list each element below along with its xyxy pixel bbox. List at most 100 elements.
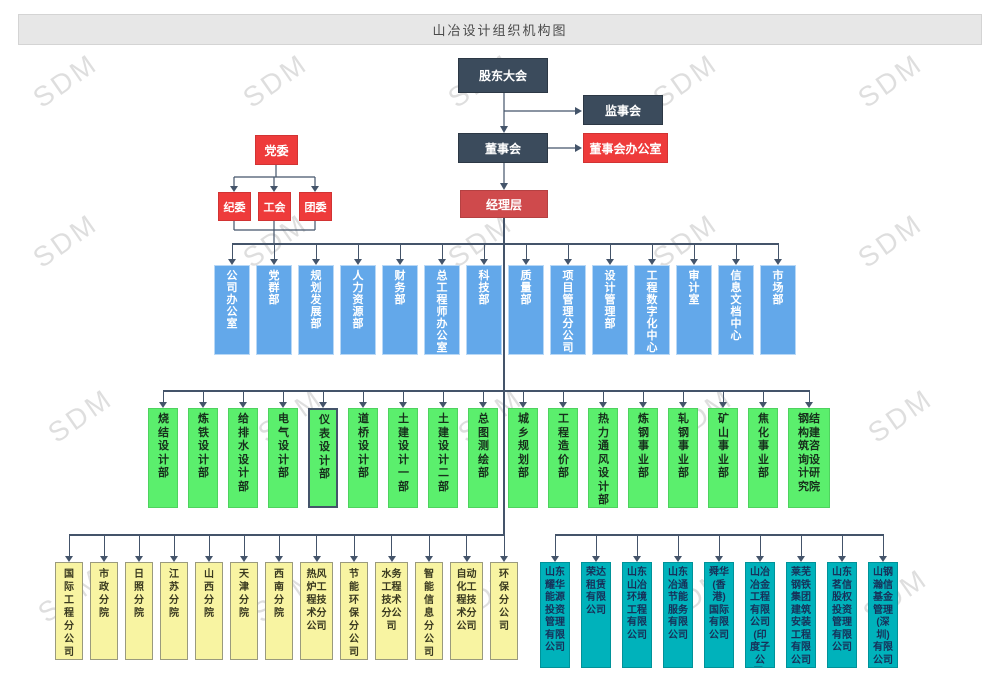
node-design-department[interactable]: 道桥设计部 bbox=[348, 408, 378, 508]
node-label: 经理层 bbox=[485, 197, 522, 212]
watermark: SDM bbox=[27, 47, 104, 114]
node-branch-company[interactable]: 环保分公司 bbox=[490, 562, 518, 660]
node-youth-league[interactable]: 团委 bbox=[299, 192, 332, 221]
node-functional-department[interactable]: 党群部 bbox=[256, 265, 292, 355]
connector-arrow bbox=[674, 556, 682, 562]
distribution-line bbox=[232, 243, 778, 245]
node-functional-department[interactable]: 规划发展部 bbox=[298, 265, 334, 355]
node-functional-department[interactable]: 质量部 bbox=[508, 265, 544, 355]
node-design-department[interactable]: 炼铁设计部 bbox=[188, 408, 218, 508]
node-subsidiary-company[interactable]: 山钢瀚信基金管理(深圳)有限公司 bbox=[868, 562, 898, 668]
connector-arrow bbox=[270, 259, 278, 265]
connector-arrow bbox=[732, 259, 740, 265]
node-design-department[interactable]: 矿山事业部 bbox=[708, 408, 738, 508]
node-design-department[interactable]: 工程造价部 bbox=[548, 408, 578, 508]
connector-arrow bbox=[838, 556, 846, 562]
node-discipline-committee[interactable]: 纪委 bbox=[218, 192, 251, 221]
node-design-department[interactable]: 热力通风设计部 bbox=[588, 408, 618, 508]
node-design-department[interactable]: 钢结构建筑咨询设计研究院 bbox=[788, 408, 830, 508]
node-functional-department[interactable]: 工程数字化中心 bbox=[634, 265, 670, 355]
connector-arrow bbox=[564, 259, 572, 265]
node-design-department[interactable]: 土建设计一部 bbox=[388, 408, 418, 508]
node-design-department[interactable]: 仪表设计部 bbox=[308, 408, 338, 508]
node-branch-company[interactable]: 水务工程技术分公司 bbox=[375, 562, 408, 660]
connector-stub bbox=[522, 390, 524, 403]
connector-arrow bbox=[350, 556, 358, 562]
connector-stub bbox=[231, 243, 233, 260]
node-functional-department[interactable]: 人力资源部 bbox=[340, 265, 376, 355]
node-labor-union[interactable]: 工会 bbox=[258, 192, 291, 221]
connector-arrow bbox=[756, 556, 764, 562]
connector-stub bbox=[402, 390, 404, 403]
node-functional-department[interactable]: 财务部 bbox=[382, 265, 418, 355]
connector-arrow bbox=[439, 402, 447, 408]
node-design-department[interactable]: 电气设计部 bbox=[268, 408, 298, 508]
connector-stub bbox=[399, 243, 401, 260]
watermark: SDM bbox=[237, 47, 314, 114]
connector-stub bbox=[68, 534, 70, 557]
node-board-office[interactable]: 董事会办公室 bbox=[583, 133, 668, 163]
connector-stub bbox=[682, 390, 684, 403]
node-management-level[interactable]: 经理层 bbox=[460, 190, 548, 218]
node-branch-company[interactable]: 节能环保分公司 bbox=[340, 562, 368, 660]
node-design-department[interactable]: 炼钢事业部 bbox=[628, 408, 658, 508]
node-functional-department[interactable]: 公司办公室 bbox=[214, 265, 250, 355]
node-functional-department[interactable]: 市场部 bbox=[760, 265, 796, 355]
connector-stub bbox=[208, 534, 210, 557]
node-label: 股东大会 bbox=[478, 69, 527, 83]
node-design-department[interactable]: 轧钢事业部 bbox=[668, 408, 698, 508]
connector-arrow bbox=[425, 556, 433, 562]
main-feed-line bbox=[503, 218, 505, 534]
node-functional-department[interactable]: 项目管理分公司 bbox=[550, 265, 586, 355]
node-subsidiary-company[interactable]: 山东茗信股权投资管理有限公司 bbox=[827, 562, 857, 668]
connector-stub bbox=[442, 390, 444, 403]
node-branch-company[interactable]: 自动化工程技术分公司 bbox=[450, 562, 483, 660]
connector-arrow bbox=[500, 556, 508, 562]
node-subsidiary-company[interactable]: 荣达租赁有限公司 bbox=[581, 562, 611, 668]
node-supervisory-board[interactable]: 监事会 bbox=[583, 95, 663, 125]
node-functional-department[interactable]: 信息文档中心 bbox=[718, 265, 754, 355]
node-functional-department[interactable]: 审计室 bbox=[676, 265, 712, 355]
node-design-department[interactable]: 烧结设计部 bbox=[148, 408, 178, 508]
node-branch-company[interactable]: 智能信息分公司 bbox=[415, 562, 443, 660]
node-functional-department[interactable]: 科技部 bbox=[466, 265, 502, 355]
connector-arrow bbox=[199, 402, 207, 408]
watermark: SDM bbox=[42, 382, 119, 449]
node-board-of-directors[interactable]: 董事会 bbox=[458, 133, 548, 163]
node-branch-company[interactable]: 日照分院 bbox=[125, 562, 153, 660]
connector-stub bbox=[162, 390, 164, 403]
connector-arrow bbox=[648, 259, 656, 265]
connector-stub bbox=[322, 390, 324, 403]
node-branch-company[interactable]: 天津分院 bbox=[230, 562, 258, 660]
node-branch-company[interactable]: 江苏分院 bbox=[160, 562, 188, 660]
node-party-committee[interactable]: 党委 bbox=[255, 135, 298, 165]
node-branch-company[interactable]: 山西分院 bbox=[195, 562, 223, 660]
node-design-department[interactable]: 土建设计二部 bbox=[428, 408, 458, 508]
node-design-department[interactable]: 焦化事业部 bbox=[748, 408, 778, 508]
node-branch-company[interactable]: 西南分院 bbox=[265, 562, 293, 660]
node-subsidiary-company[interactable]: 山冶冶金工程有限公司(印度子公司) bbox=[745, 562, 775, 668]
node-branch-company[interactable]: 市政分院 bbox=[90, 562, 118, 660]
node-subsidiary-company[interactable]: 舜华(香港)国际有限公司 bbox=[704, 562, 734, 668]
node-functional-department[interactable]: 总工程师办公室 bbox=[424, 265, 460, 355]
node-branch-company[interactable]: 国际工程分公司 bbox=[55, 562, 83, 660]
connector-stub bbox=[636, 534, 638, 557]
connector-stub bbox=[353, 534, 355, 557]
node-design-department[interactable]: 总图测绘部 bbox=[468, 408, 498, 508]
connector-arrow bbox=[479, 402, 487, 408]
node-branch-company[interactable]: 热风炉工程技术分公司 bbox=[300, 562, 333, 660]
node-subsidiary-company[interactable]: 莱芜钢铁集团建筑安装工程有限公司 bbox=[786, 562, 816, 668]
node-subsidiary-company[interactable]: 山东耀华能源投资管理有限公司 bbox=[540, 562, 570, 668]
node-design-department[interactable]: 给排水设计部 bbox=[228, 408, 258, 508]
distribution-line bbox=[163, 390, 809, 392]
node-shareholders-meeting[interactable]: 股东大会 bbox=[458, 58, 548, 93]
node-design-department[interactable]: 城乡规划部 bbox=[508, 408, 538, 508]
connector-stub bbox=[242, 390, 244, 403]
node-subsidiary-company[interactable]: 山东山冶环境工程有限公司 bbox=[622, 562, 652, 668]
connector-stub bbox=[554, 534, 556, 557]
connector-stub bbox=[362, 390, 364, 403]
connector-arrow bbox=[551, 556, 559, 562]
connector-stub bbox=[428, 534, 430, 557]
node-functional-department[interactable]: 设计管理部 bbox=[592, 265, 628, 355]
node-subsidiary-company[interactable]: 山东冶通节能服务有限公司 bbox=[663, 562, 693, 668]
